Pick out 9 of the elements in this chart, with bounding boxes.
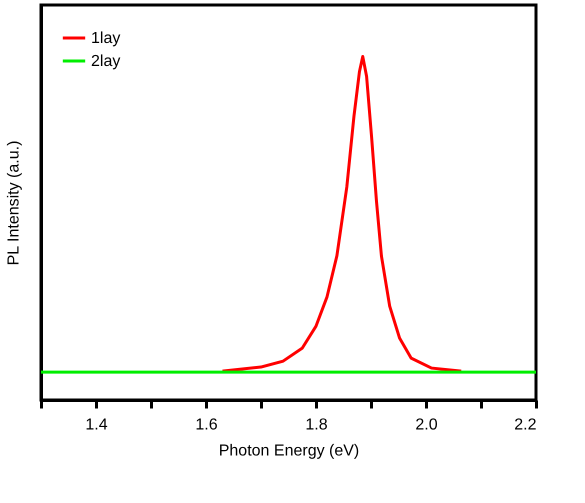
x-axis-title: Photon Energy (eV) (218, 442, 360, 460)
legend-label: 2lay (91, 53, 120, 70)
x-tick-label: 1.8 (305, 416, 328, 434)
y-axis-title: PL Intensity (a.u.) (6, 140, 22, 266)
x-tick-label: 2.0 (415, 416, 438, 434)
x-tick-label: 1.4 (85, 416, 108, 434)
legend-label: 1lay (91, 30, 120, 47)
x-tick-label: 1.6 (195, 416, 218, 434)
x-tick-label: 2.2 (514, 416, 537, 434)
